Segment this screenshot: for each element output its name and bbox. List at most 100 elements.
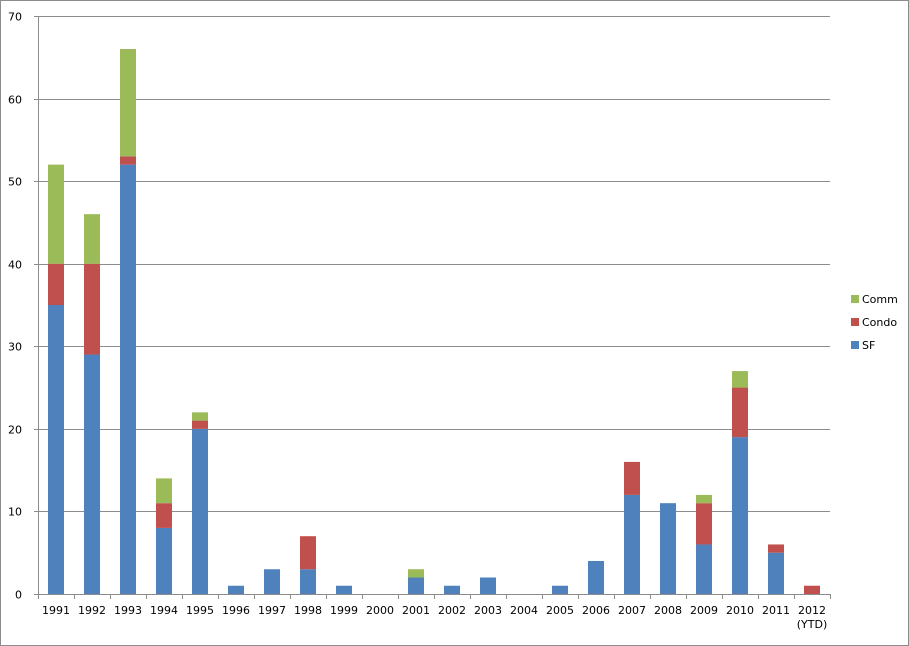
bar-sf-1 xyxy=(84,354,100,594)
x-tick-label: 2008 xyxy=(654,604,682,617)
bar-condo-16 xyxy=(624,461,640,495)
bar-sf-18 xyxy=(696,544,712,594)
x-tick-label: 1994 xyxy=(150,604,178,617)
x-tick-label-line: 2011 xyxy=(762,604,790,617)
bar-sf-14 xyxy=(552,585,568,594)
legend-label-comm: Comm xyxy=(862,293,898,306)
x-tick-label: 1997 xyxy=(258,604,286,617)
bar-sf-15 xyxy=(588,560,604,594)
x-tick-label-line: 1996 xyxy=(222,604,250,617)
bar-comm-1 xyxy=(84,214,100,264)
legend: Comm Condo SF xyxy=(851,293,898,352)
x-tick-labels: 1991 1992 1993 1994 1995 1996 1997 1998 1999 2000… xyxy=(42,604,827,631)
x-tick-label: 2006 xyxy=(582,604,610,617)
x-tick-label-line: 2012 xyxy=(798,604,826,617)
y-tick-label: 0 xyxy=(15,589,22,602)
axes xyxy=(34,16,831,599)
x-tick-label: 2001 xyxy=(402,604,430,617)
bar-sf-16 xyxy=(624,494,640,594)
bar-comm-19 xyxy=(732,371,748,388)
x-tick-label-line: 1991 xyxy=(42,604,70,617)
x-tick-label-line: 1992 xyxy=(78,604,106,617)
y-tick-label: 20 xyxy=(8,424,22,437)
legend-swatch-condo xyxy=(851,318,859,326)
bar-condo-3 xyxy=(156,503,172,528)
x-tick-label: 2012 (YTD) xyxy=(797,604,828,631)
bar-sf-17 xyxy=(660,503,676,594)
bar-sf-19 xyxy=(732,437,748,594)
bar-condo-1 xyxy=(84,263,100,355)
bar-sf-3 xyxy=(156,527,172,594)
y-tick-label: 50 xyxy=(8,176,22,189)
x-tick-label: 2004 xyxy=(510,604,538,617)
bar-sf-12 xyxy=(480,577,496,594)
x-tick-label: 2003 xyxy=(474,604,502,617)
bar-sf-0 xyxy=(48,305,64,594)
legend-label-sf: SF xyxy=(862,339,875,352)
y-tick-label: 30 xyxy=(8,341,22,354)
legend-swatch-comm xyxy=(851,295,859,303)
x-tick-label-line: 2004 xyxy=(510,604,538,617)
x-tick-label: 2007 xyxy=(618,604,646,617)
x-tick-label-line: 1994 xyxy=(150,604,178,617)
x-tick-label: 2002 xyxy=(438,604,466,617)
x-tick-label: 1992 xyxy=(78,604,106,617)
y-tick-label: 70 xyxy=(8,11,22,24)
x-tick-label-line: 1998 xyxy=(294,604,322,617)
bars xyxy=(48,49,820,594)
x-tick-label-line: 2010 xyxy=(726,604,754,617)
bar-condo-19 xyxy=(732,387,748,438)
bar-condo-18 xyxy=(696,503,712,545)
x-tick-label-line: 1997 xyxy=(258,604,286,617)
x-tick-label-line: 1993 xyxy=(114,604,142,617)
x-tick-label-line: (YTD) xyxy=(797,618,828,631)
bar-comm-3 xyxy=(156,478,172,504)
bar-comm-0 xyxy=(48,164,64,264)
y-tick-label: 40 xyxy=(8,259,22,272)
bar-comm-10 xyxy=(408,569,424,578)
y-tick-label: 10 xyxy=(8,506,22,519)
x-tick-label-line: 2000 xyxy=(366,604,394,617)
x-tick-label-line: 2001 xyxy=(402,604,430,617)
legend-label-condo: Condo xyxy=(862,316,897,329)
x-tick-label: 1998 xyxy=(294,604,322,617)
legend-swatch-sf xyxy=(851,341,859,349)
bar-condo-4 xyxy=(192,420,208,429)
x-tick-label-line: 2009 xyxy=(690,604,718,617)
bar-condo-20 xyxy=(768,544,784,553)
x-tick-label: 1999 xyxy=(330,604,358,617)
x-tick-label: 1996 xyxy=(222,604,250,617)
x-tick-label: 1993 xyxy=(114,604,142,617)
x-tick-label: 2009 xyxy=(690,604,718,617)
bar-condo-21 xyxy=(804,585,820,594)
bar-comm-4 xyxy=(192,412,208,421)
x-tick-label: 1995 xyxy=(186,604,214,617)
x-tick-label-line: 1995 xyxy=(186,604,214,617)
x-tick-label: 1991 xyxy=(42,604,70,617)
x-tick-label: 2010 xyxy=(726,604,754,617)
x-tick-label-line: 2006 xyxy=(582,604,610,617)
bar-sf-8 xyxy=(336,585,352,594)
bar-sf-2 xyxy=(120,164,136,594)
y-tick-label: 60 xyxy=(8,94,22,107)
x-tick-label-line: 2008 xyxy=(654,604,682,617)
x-tick-label: 2000 xyxy=(366,604,394,617)
y-tick-labels: 0 10 20 30 40 50 60 70 xyxy=(8,11,22,602)
bar-sf-10 xyxy=(408,577,424,594)
x-tick-label-line: 1999 xyxy=(330,604,358,617)
bar-sf-5 xyxy=(228,585,244,594)
x-tick-label-line: 2007 xyxy=(618,604,646,617)
gridlines xyxy=(38,16,830,512)
bar-sf-4 xyxy=(192,428,208,594)
bar-sf-20 xyxy=(768,552,784,594)
bar-comm-2 xyxy=(120,49,136,157)
x-tick-label: 2011 xyxy=(762,604,790,617)
x-tick-label-line: 2003 xyxy=(474,604,502,617)
bar-sf-7 xyxy=(300,569,316,594)
x-tick-label-line: 2002 xyxy=(438,604,466,617)
bar-comm-18 xyxy=(696,494,712,504)
bar-sf-11 xyxy=(444,585,460,594)
bar-condo-0 xyxy=(48,263,64,305)
